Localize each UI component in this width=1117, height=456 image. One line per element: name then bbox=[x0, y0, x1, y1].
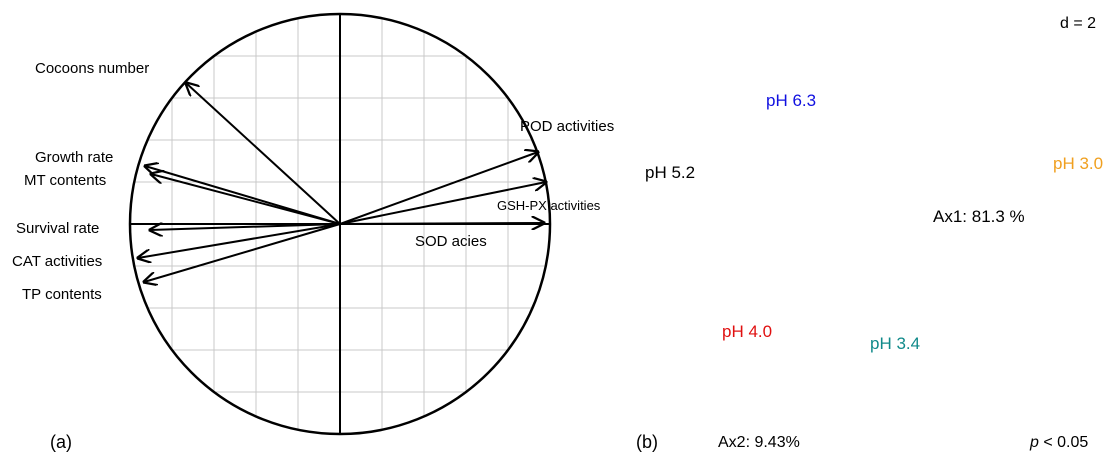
variable-label: CAT activities bbox=[12, 253, 102, 270]
variable-label: GSH-PX activities bbox=[497, 198, 601, 213]
grid bbox=[130, 14, 550, 434]
p-text: < 0.05 bbox=[1043, 434, 1088, 451]
group-label: pH 3.0 bbox=[1053, 154, 1103, 173]
variable-label: SOD acies bbox=[415, 233, 487, 250]
scale-label: d = 2 bbox=[1060, 15, 1096, 32]
axis-label: Ax2: 9.43% bbox=[718, 434, 800, 451]
variable-label: Growth rate bbox=[35, 149, 113, 166]
variable-label: TP contents bbox=[22, 286, 102, 303]
p-symbol: p bbox=[1029, 434, 1039, 451]
significance: p < 0.05 bbox=[1029, 434, 1088, 451]
variable-label: Survival rate bbox=[16, 220, 99, 237]
panel-label: (b) bbox=[636, 432, 658, 452]
group-label: pH 5.2 bbox=[645, 163, 695, 182]
group-label: pH 6.3 bbox=[766, 91, 816, 110]
group-label: pH 4.0 bbox=[722, 322, 772, 341]
variable-label: POD activities bbox=[520, 118, 614, 135]
variable-label: Cocoons number bbox=[35, 60, 149, 77]
arrows bbox=[138, 83, 546, 282]
variable-label: MT contents bbox=[24, 172, 106, 189]
axis-label: Ax1: 81.3 % bbox=[933, 207, 1025, 226]
panel-label: (a) bbox=[50, 432, 72, 452]
group-label: pH 3.4 bbox=[870, 334, 920, 353]
